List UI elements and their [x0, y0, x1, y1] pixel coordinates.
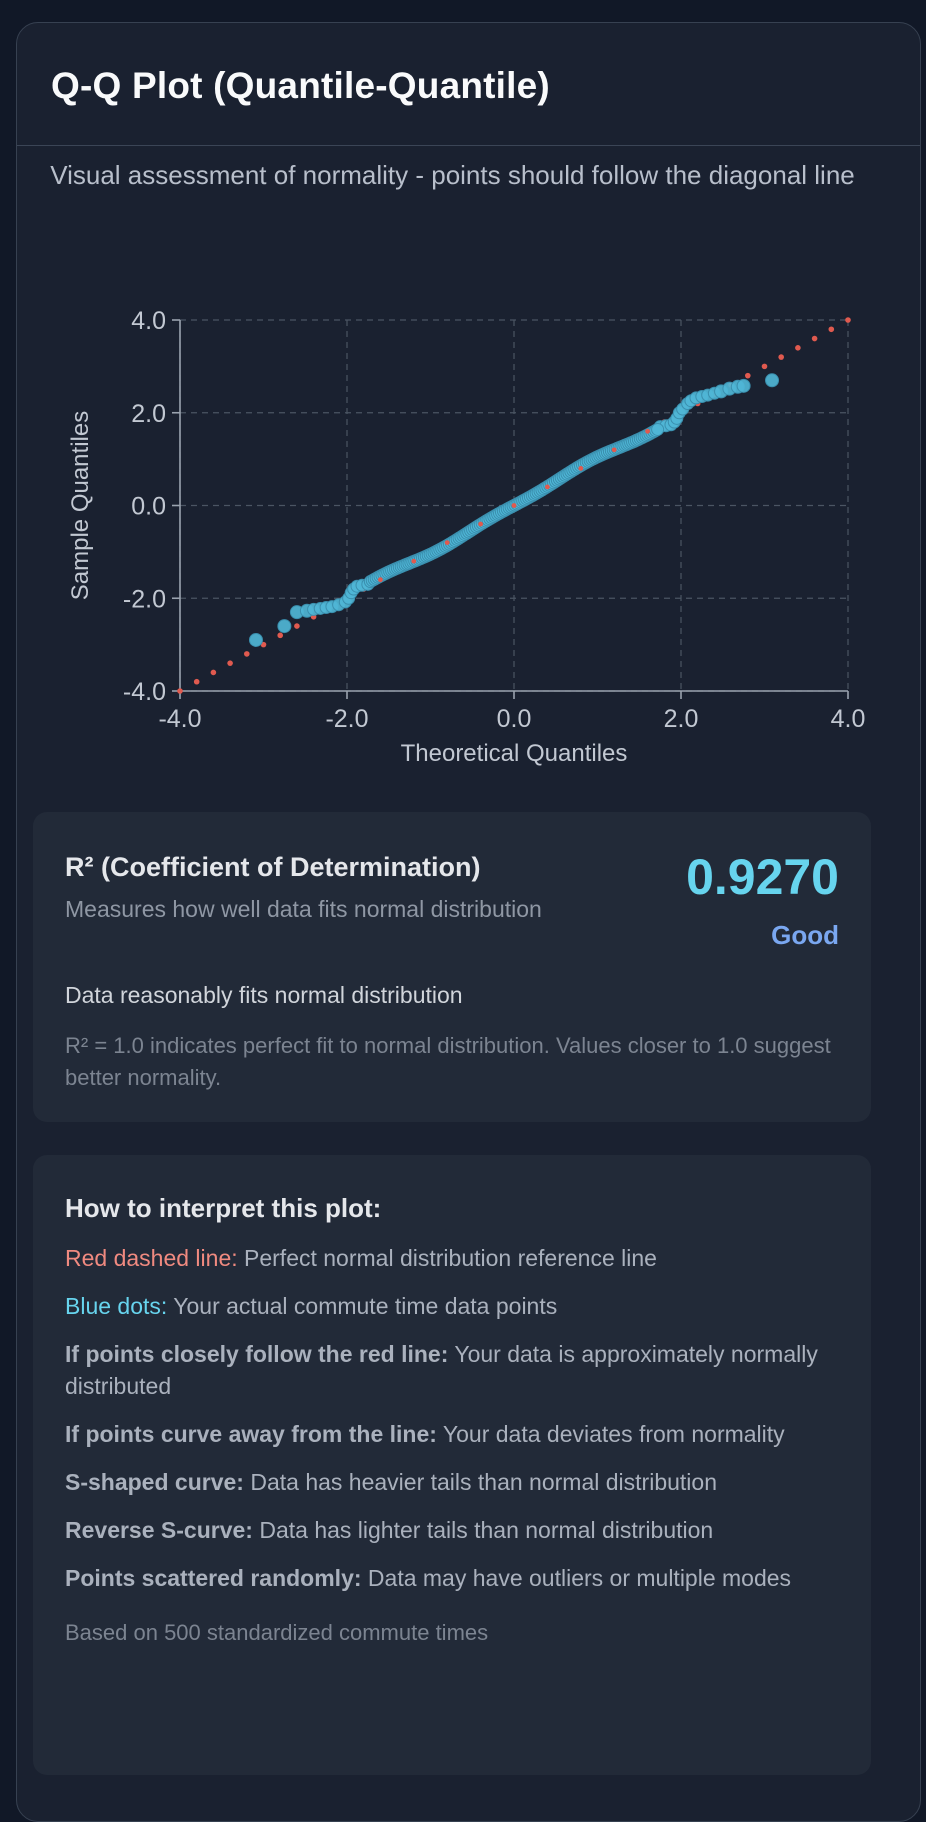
r2-title: R² (Coefficient of Determination) [65, 852, 481, 882]
data-point [248, 632, 263, 647]
interp-text: Perfect normal distribution reference li… [237, 1245, 657, 1271]
interp-text: Data has lighter tails than normal distr… [252, 1517, 714, 1543]
x-axis-label: Theoretical Quantiles [401, 740, 628, 767]
y-tick-label: -4.0 [123, 678, 166, 706]
interp-text: Your actual commute time data points [167, 1293, 558, 1319]
y-axis-label: Sample Quantiles [67, 411, 94, 600]
reference-line-dot [227, 660, 233, 666]
data-point [651, 422, 665, 436]
reference-line-dot [411, 558, 417, 564]
data-point [765, 373, 780, 388]
r2-panel: R² (Coefficient of Determination) Measur… [33, 812, 871, 1122]
x-tick-label: 4.0 [831, 705, 866, 733]
reference-line-dot [845, 317, 851, 323]
reference-line-dot [444, 540, 450, 545]
reference-line-dot [611, 447, 617, 453]
reference-line-dot [761, 363, 768, 370]
interp-text: Data may have outliers or multiple modes [361, 1565, 792, 1591]
reference-line-dot [193, 678, 200, 685]
r2-rating-badge: Good [771, 920, 839, 950]
interp-item-scattered: Points scattered randomly: Data may have… [65, 1562, 839, 1594]
reference-line-dot [210, 669, 217, 676]
r2-note: R² = 1.0 indicates perfect fit to normal… [65, 1033, 831, 1090]
x-tick-label: 2.0 [664, 705, 699, 733]
interp-label: If points closely follow the red line: [65, 1341, 449, 1367]
reference-line-dot [511, 503, 517, 508]
reference-line-dot [745, 372, 751, 379]
interp-text: Your data is approximately normally dist… [65, 1341, 818, 1399]
interp-text: Your data deviates from normality [436, 1421, 785, 1447]
reference-line-dot [578, 466, 584, 471]
y-tick-label: 2.0 [131, 400, 166, 428]
reference-line-dot [478, 521, 483, 527]
reference-line-dot [177, 688, 183, 694]
card-header: Q-Q Plot (Quantile-Quantile) [17, 23, 920, 146]
reference-line-dot [811, 335, 818, 342]
reference-line-dot [378, 577, 383, 583]
reference-line-dot [645, 428, 650, 434]
reference-line-dot [795, 345, 801, 351]
qq-chart: -4.0 -2.0 0.0 2.0 4.0 4.0 2.0 0.0 -2.0 -4.0 Theore… [67, 307, 866, 767]
interp-text: Data has heavier tails than normal distr… [243, 1469, 717, 1495]
r2-value: 0.9270 [686, 849, 839, 905]
interp-item-red-line: Red dashed line: Perfect normal distribu… [65, 1242, 839, 1274]
y-tick-label: -2.0 [123, 585, 166, 613]
chart-subtitle: Visual assessment of normality - points … [50, 160, 855, 190]
interp-label: Reverse S-curve: [65, 1517, 253, 1543]
interp-item-follow-line: If points closely follow the red line: Y… [65, 1338, 839, 1402]
data-point [277, 619, 292, 634]
reference-line-dot [828, 326, 835, 333]
interp-label: Points scattered randomly: [65, 1565, 362, 1591]
interp-item-reverse-s: Reverse S-curve: Data has lighter tails … [65, 1514, 839, 1546]
interp-item-blue-dots: Blue dots: Your actual commute time data… [65, 1290, 839, 1322]
data-point [736, 378, 751, 393]
reference-line-dot [244, 651, 250, 657]
interp-label: Red dashed line: [65, 1245, 238, 1271]
x-tick-label: -4.0 [158, 705, 201, 733]
interp-label: If points curve away from the line: [65, 1421, 437, 1447]
interp-item-s-curve: S-shaped curve: Data has heavier tails t… [65, 1466, 839, 1498]
reference-line-dot [294, 623, 300, 629]
interp-label: S-shaped curve: [65, 1469, 244, 1495]
interpretation-panel: How to interpret this plot: Red dashed l… [33, 1155, 871, 1775]
card-title: Q-Q Plot (Quantile-Quantile) [51, 65, 550, 106]
r2-description: Measures how well data fits normal distr… [65, 896, 542, 922]
x-tick-label: -2.0 [325, 705, 368, 733]
interpretation-footer: Based on 500 standardized commute times [65, 1620, 489, 1645]
interpretation-title: How to interpret this plot: [65, 1193, 382, 1223]
reference-line-dot [778, 354, 784, 360]
r2-verdict: Data reasonably fits normal distribution [65, 982, 463, 1008]
y-tick-label: 0.0 [131, 493, 166, 521]
interp-label: Blue dots: [65, 1293, 168, 1319]
reference-line-dot [277, 632, 284, 639]
interp-item-curve-away: If points curve away from the line: Your… [65, 1418, 839, 1450]
reference-line-dot [545, 484, 550, 490]
x-tick-label: 0.0 [497, 705, 532, 733]
y-tick-label: 4.0 [131, 307, 166, 335]
